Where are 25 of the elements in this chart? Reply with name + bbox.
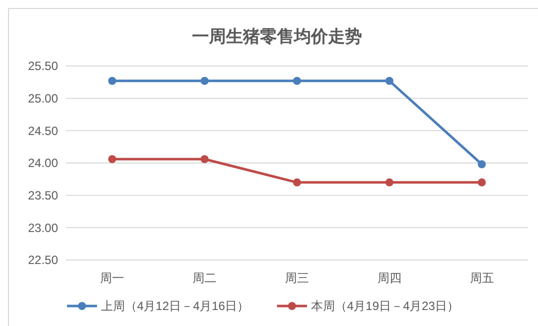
y-tick-label: 22.50 — [28, 253, 58, 268]
x-tick-label: 周二 — [192, 271, 217, 285]
y-tick-label: 24.00 — [28, 156, 58, 170]
point — [385, 178, 394, 186]
y-tick-label: 25.50 — [28, 59, 58, 74]
point — [108, 155, 116, 164]
x-tick-label: 周四 — [377, 271, 402, 285]
y-tick-label: 24.50 — [28, 124, 58, 138]
point — [293, 76, 301, 85]
x-tick-label: 周五 — [470, 271, 494, 285]
point — [385, 76, 394, 85]
point — [108, 76, 116, 85]
point — [478, 178, 486, 186]
point — [200, 155, 209, 164]
legend-label: 本周（4月19日－4月23日） — [311, 299, 460, 314]
x-tick-label: 周三 — [285, 271, 309, 285]
point — [200, 76, 209, 85]
legend-label: 上周（4月12日－4月16日） — [101, 299, 250, 314]
chart-title: 一周生猪零售均价走势 — [192, 27, 362, 46]
y-tick-label: 23.00 — [28, 220, 58, 235]
y-tick-label: 25.00 — [28, 92, 58, 106]
point — [293, 178, 301, 186]
x-tick-label: 周一 — [100, 271, 124, 285]
y-tick-label: 23.50 — [28, 188, 58, 203]
point — [478, 160, 486, 168]
